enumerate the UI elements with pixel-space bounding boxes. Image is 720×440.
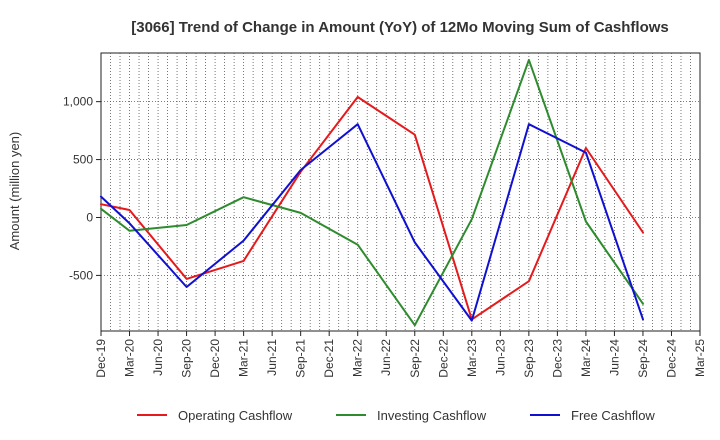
x-tick-label: Jun-23: [493, 339, 507, 376]
x-tick-label: Dec-22: [436, 339, 450, 378]
grid: [100, 52, 701, 332]
x-tick-label: Jun-20: [151, 339, 165, 376]
x-tick-label: Jun-22: [379, 339, 393, 376]
y-tick-label: -500: [69, 268, 93, 282]
y-axis-label: Amount (million yen): [7, 132, 22, 251]
y-tick-label: 1,000: [63, 95, 93, 109]
axes: 1,000 500 0 -500 Dec-19 Mar-20 Jun-20 Sep-20 Dec…: [63, 95, 707, 378]
series-line-operating-cashflow: [100, 96, 644, 321]
x-tick-label: Dec-19: [94, 339, 108, 378]
series-line-investing-cashflow: [100, 58, 644, 327]
x-tick-label: Sep-22: [408, 339, 422, 378]
x-tick-label: Mar-20: [123, 339, 137, 377]
x-tick-label: Mar-22: [351, 339, 365, 377]
x-tick-label: Sep-23: [522, 339, 536, 378]
x-tick-label: Mar-25: [693, 339, 707, 377]
x-tick-label: Dec-20: [208, 339, 222, 378]
legend: Operating Cashflow Investing Cashflow Free…: [137, 408, 655, 423]
x-tick-label: Dec-21: [322, 339, 336, 378]
chart-title: [3066] Trend of Change in Amount (YoY) o…: [131, 19, 669, 36]
legend-label-free-cashflow: Free Cashflow: [571, 408, 655, 423]
series: [100, 58, 644, 327]
legend-label-operating-cashflow: Operating Cashflow: [178, 408, 293, 423]
y-tick-label: 0: [86, 210, 93, 224]
x-tick-label: Sep-20: [180, 339, 194, 378]
legend-label-investing-cashflow: Investing Cashflow: [377, 408, 487, 423]
x-tick-label: Mar-23: [465, 339, 479, 377]
plot-frame: [100, 52, 701, 332]
y-tick-label: 500: [73, 153, 93, 167]
x-tick-label: Mar-21: [237, 339, 251, 377]
x-tick-label: Sep-24: [636, 339, 650, 378]
x-tick-label: Dec-23: [550, 339, 564, 378]
x-tick-label: Mar-24: [579, 339, 593, 377]
x-tick-label: Sep-21: [294, 339, 308, 378]
x-tick-label: Jun-24: [607, 339, 621, 376]
series-line-free-cashflow: [100, 123, 644, 322]
x-tick-label: Dec-24: [664, 339, 678, 378]
x-tick-label: Jun-21: [265, 339, 279, 376]
